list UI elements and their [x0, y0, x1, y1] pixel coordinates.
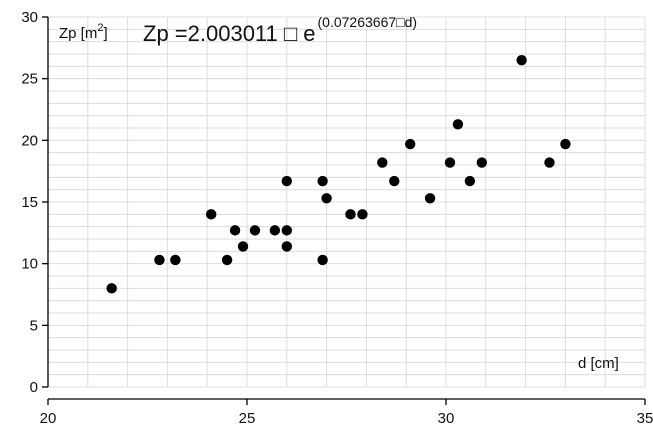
data-point	[377, 157, 388, 168]
data-point	[444, 157, 456, 168]
equation-main: Zp =2.003011 □ e	[143, 21, 316, 46]
axes	[42, 16, 646, 405]
y-axis-label: Zp [m2]	[59, 22, 108, 42]
y-tick-label: 0	[30, 379, 38, 396]
data-point	[357, 209, 368, 220]
data-point	[237, 241, 249, 252]
data-point	[516, 54, 527, 66]
x-axis-label: d [cm]	[578, 355, 619, 372]
data-point	[229, 225, 241, 236]
data-point	[317, 175, 328, 187]
data-point	[424, 193, 436, 204]
y-tick-label: 5	[30, 317, 38, 334]
data-point	[205, 209, 217, 220]
data-point	[281, 225, 292, 236]
equation: Zp =2.003011 □ e (0.07263667□d)	[143, 14, 417, 46]
data-point	[464, 175, 476, 187]
data-point	[544, 157, 555, 168]
data-point	[321, 193, 332, 204]
data-point	[221, 254, 233, 266]
data-point	[317, 254, 328, 266]
data-point	[281, 175, 292, 187]
y-axis-label-superscript: 2	[97, 22, 103, 34]
data-point	[154, 254, 165, 266]
x-tick-label: 20	[40, 410, 57, 427]
data-point	[404, 138, 416, 150]
y-axis-label-end: ]	[103, 25, 107, 42]
equation-exponent: (0.07263667□d)	[318, 14, 418, 30]
tick-labels: 0 5 10 15 20 25 30 20 25 30 35	[21, 9, 653, 427]
x-tick-label: 35	[637, 410, 653, 427]
data-point	[106, 283, 117, 294]
data-point	[389, 175, 400, 187]
data-point	[452, 119, 464, 130]
y-tick-label: 25	[21, 71, 38, 88]
data-point	[281, 241, 292, 252]
data-point	[269, 225, 281, 236]
y-tick-label: 20	[21, 132, 38, 149]
x-tick-label: 25	[239, 410, 256, 427]
data-point	[560, 138, 571, 150]
y-tick-label: 10	[21, 256, 38, 273]
data-point	[249, 225, 261, 236]
grid	[47, 16, 646, 388]
y-tick-label: 15	[21, 194, 38, 211]
data-point	[476, 157, 488, 168]
y-axis-label-base: Zp [m	[59, 25, 97, 42]
data-point	[170, 254, 181, 266]
data-point	[345, 209, 356, 220]
x-tick-label: 30	[438, 410, 455, 427]
data-points	[106, 54, 571, 294]
y-tick-label: 30	[21, 9, 38, 26]
